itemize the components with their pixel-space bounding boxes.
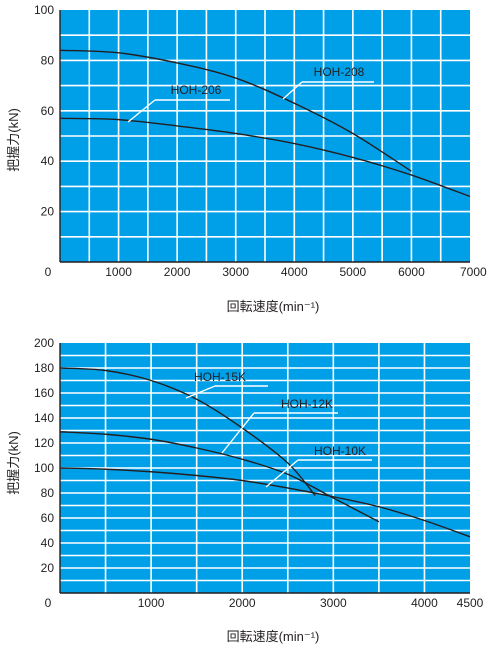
y-tick-label: 200 [34,336,54,350]
y-tick-label: 180 [34,361,54,375]
y-tick-label: 60 [41,104,55,118]
x-tick-label: 7000 [460,265,487,279]
series-label-leader [265,459,299,488]
x-tick-label: 4000 [411,596,438,610]
y-tick-label: 140 [34,411,54,425]
y-tick-label: 20 [41,561,55,575]
x-axis-title: 回転速度(min⁻¹) [227,299,320,314]
series-label: HOH-10K [314,444,366,458]
y-tick-label: 20 [41,205,55,219]
y-tick-label: 100 [34,461,54,475]
series-line-hoh-206 [59,117,471,198]
series-line-hoh-15k [59,367,316,496]
y-tick-label: 100 [34,3,54,17]
y-tick-label: 60 [41,511,55,525]
series-label-leader [127,99,156,123]
y-tick-label: 120 [34,436,54,450]
x-tick-label: 3000 [222,265,249,279]
y-tick-label: 160 [34,386,54,400]
x-tick-label: 1000 [138,596,165,610]
y-tick-label: 80 [41,53,55,67]
x-axis-title: 回転速度(min⁻¹) [227,629,320,644]
y-axis-title: 把握力(kN) [6,431,21,495]
series-line-hoh-208 [59,49,412,172]
series-label-leader [221,412,255,454]
x-tick-label: 3000 [320,596,347,610]
series-label: HOH-12K [281,397,333,411]
y-tick-label: 40 [41,536,55,550]
x-tick-label: 5000 [340,265,367,279]
x-tick-label: 0 [45,596,52,610]
series-label: HOH-208 [314,65,365,79]
x-tick-label: 0 [45,265,52,279]
series-label: HOH-206 [171,83,222,97]
x-tick-label: 2000 [164,265,191,279]
y-tick-label: 80 [41,486,55,500]
series-line-hoh-10k [59,467,471,538]
series-label: HOH-15K [194,370,246,384]
y-axis-title: 把握力(kN) [6,108,21,172]
x-tick-label: 6000 [398,265,425,279]
x-tick-label: 1000 [105,265,132,279]
series-label-leader [185,385,216,399]
x-tick-label: 4000 [281,265,308,279]
series-label-leader [282,81,303,100]
x-tick-label: 2000 [229,596,256,610]
x-tick-label: 4500 [457,596,484,610]
y-tick-label: 40 [41,154,55,168]
